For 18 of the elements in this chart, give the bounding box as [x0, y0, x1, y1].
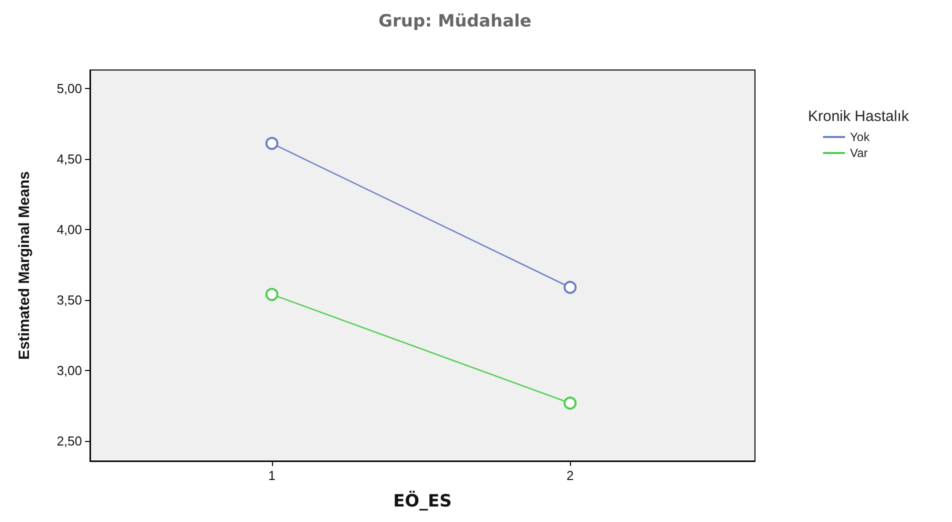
point: [265, 136, 278, 150]
point: [564, 280, 577, 294]
y-axis-title: Estimated Marginal Means: [16, 171, 33, 360]
legend-label: Var: [850, 146, 868, 160]
point: [265, 288, 278, 301]
x-tick-label: 2: [566, 468, 574, 483]
x-tick-label: 1: [268, 468, 276, 483]
y-tick-label: 4,00: [56, 222, 82, 238]
chart-title: Grup: Müdahale: [378, 12, 532, 32]
y-tick-label: 5,00: [56, 80, 82, 96]
y-tick-label: 3,00: [56, 363, 82, 378]
point: [564, 396, 577, 410]
y-tick-label: 4,50: [56, 151, 82, 166]
x-axis-title: EÖ_ES: [393, 490, 452, 512]
y-tick-label: 3,50: [56, 292, 82, 308]
legend-label: Yok: [850, 130, 871, 144]
legend-title: Kronik Hastalık: [808, 108, 910, 125]
y-tick-label: 2,50: [56, 434, 82, 449]
